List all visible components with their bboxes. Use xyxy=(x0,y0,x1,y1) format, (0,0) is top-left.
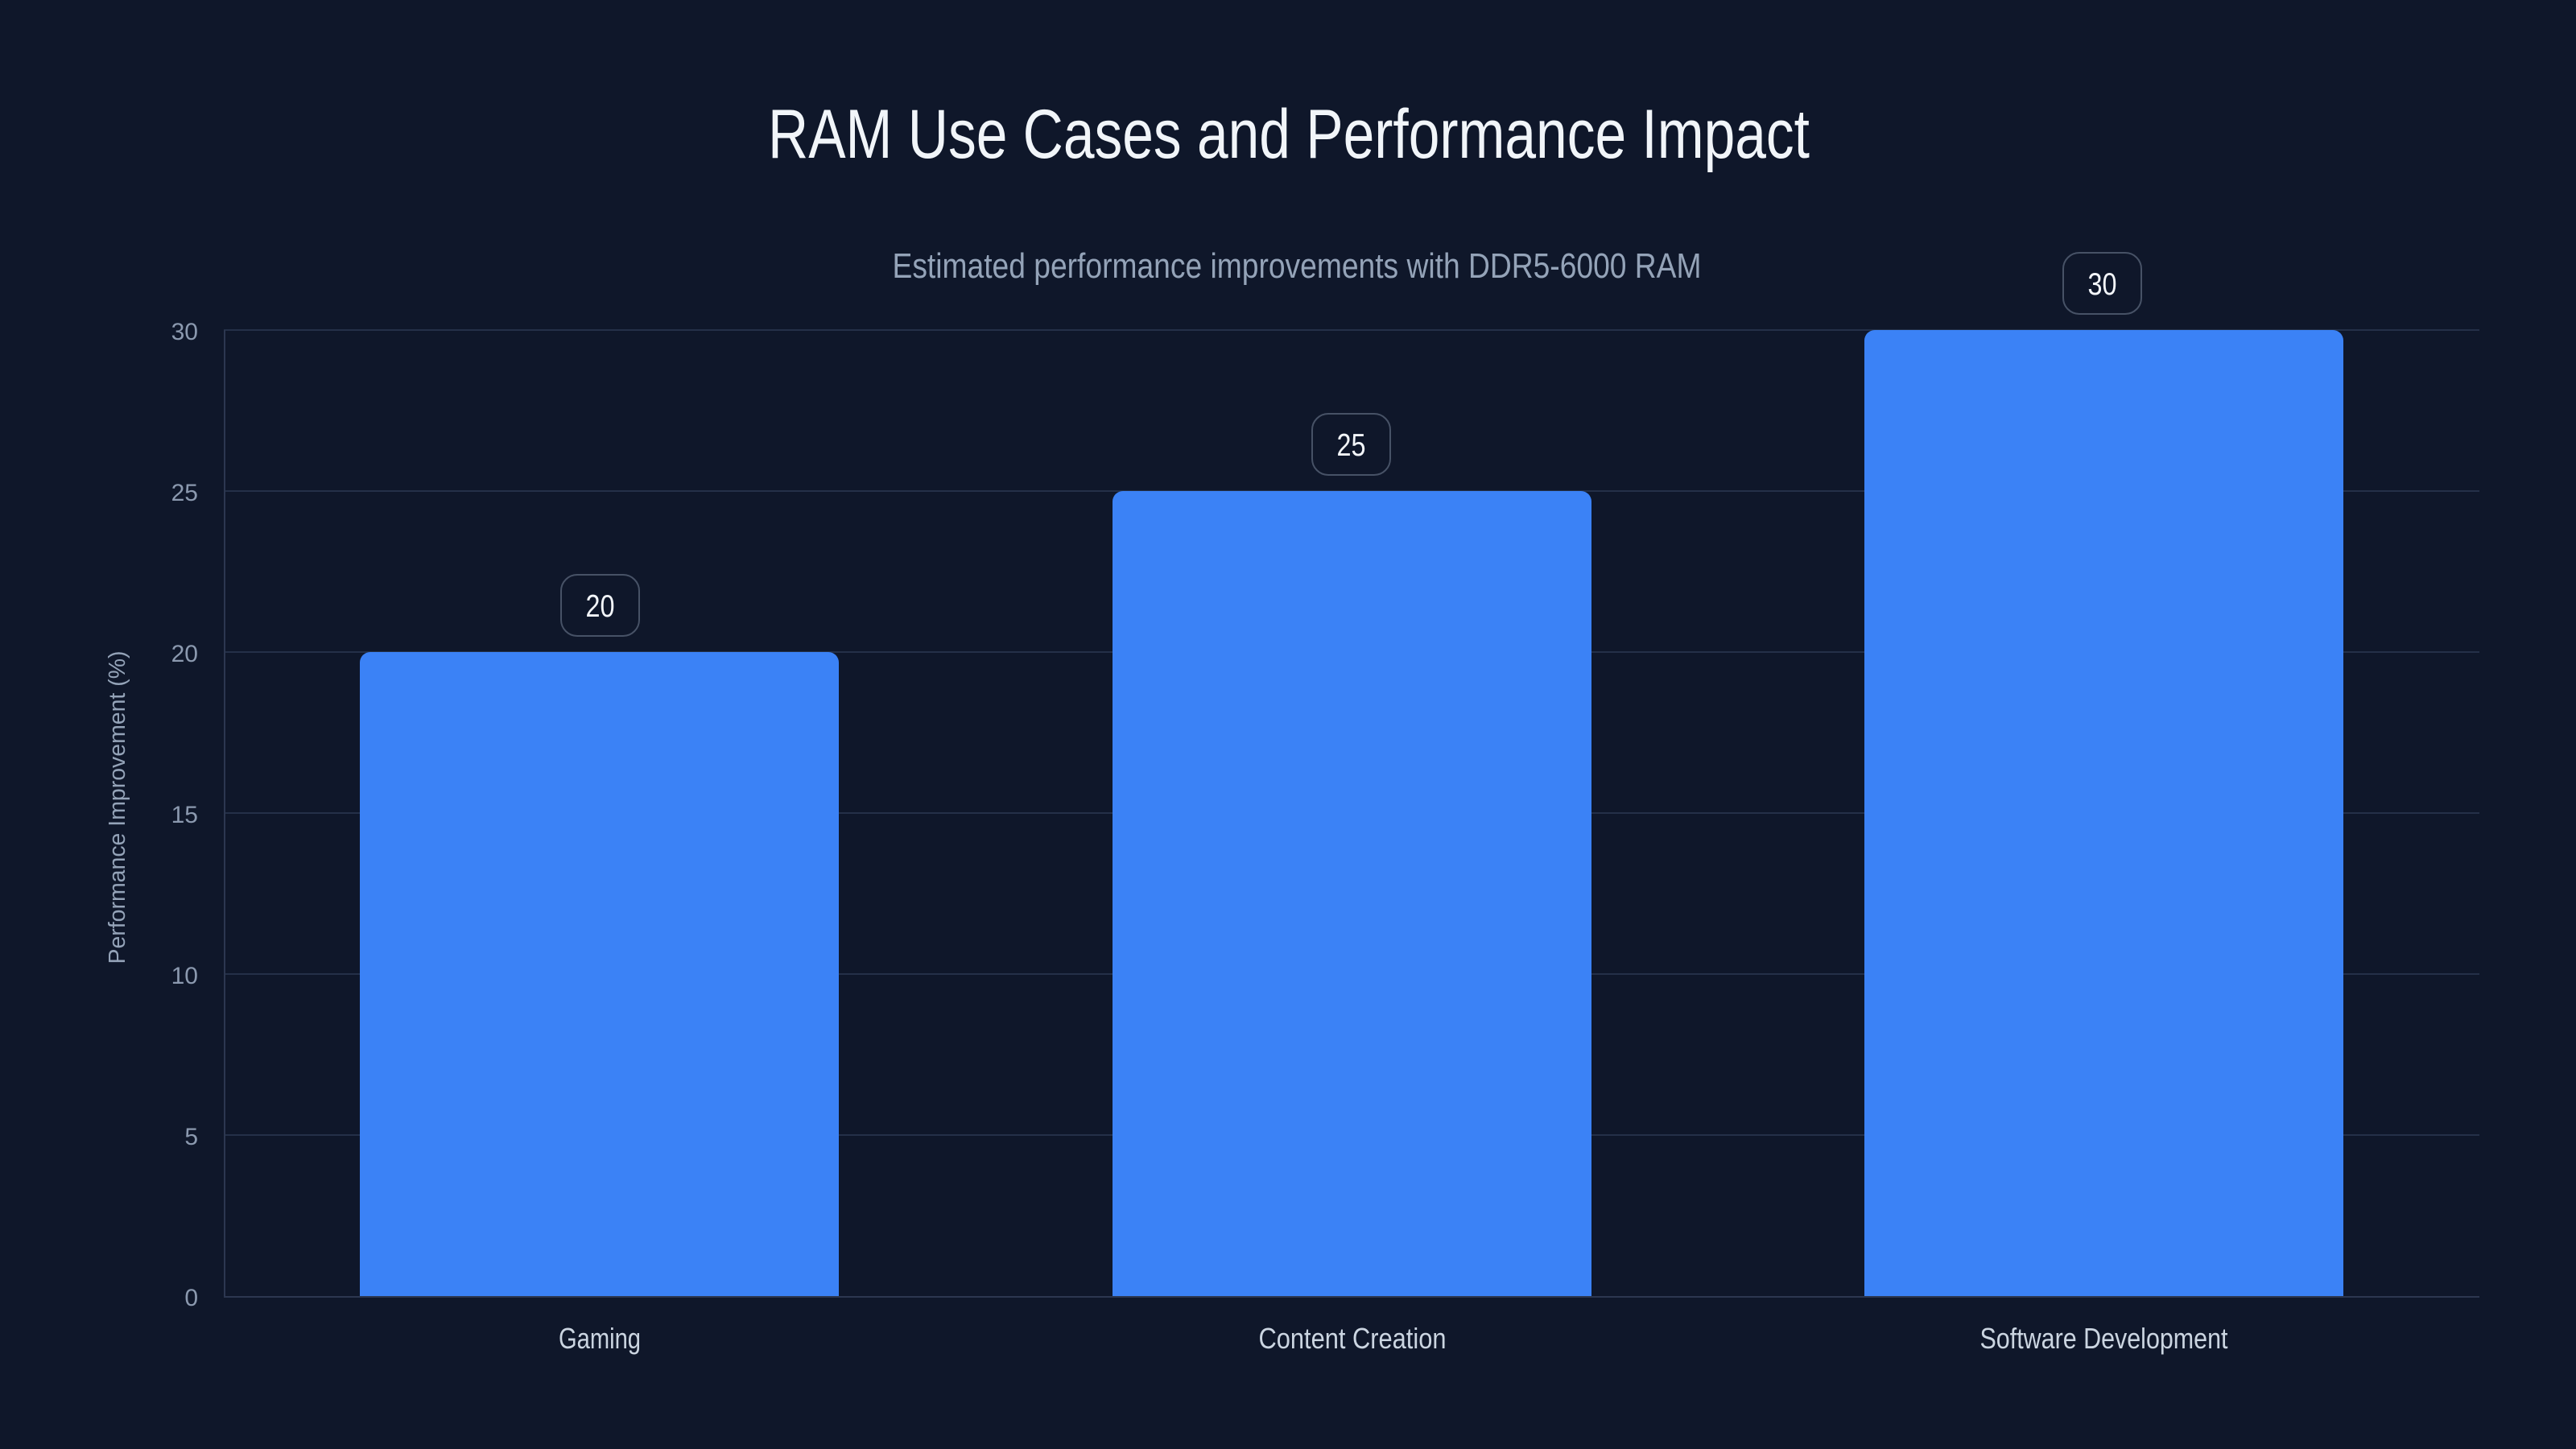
svg-text:RAM Use Cases and Performance: RAM Use Cases and Performance Impact xyxy=(768,96,1810,173)
svg-text:Performance Improvement (%): Performance Improvement (%) xyxy=(105,651,130,964)
svg-text:15: 15 xyxy=(171,802,198,828)
svg-text:20: 20 xyxy=(171,641,198,667)
svg-text:Gaming: Gaming xyxy=(559,1322,641,1355)
svg-text:25: 25 xyxy=(171,480,198,506)
svg-text:30: 30 xyxy=(2088,267,2117,302)
svg-text:30: 30 xyxy=(171,319,198,345)
svg-text:10: 10 xyxy=(171,963,198,989)
svg-text:Content Creation: Content Creation xyxy=(1259,1322,1447,1355)
svg-text:25: 25 xyxy=(1337,428,1366,463)
svg-text:5: 5 xyxy=(184,1124,198,1150)
svg-text:20: 20 xyxy=(586,589,615,624)
svg-text:0: 0 xyxy=(184,1285,198,1311)
svg-text:Software Development: Software Development xyxy=(1980,1322,2228,1355)
svg-text:Estimated performance improvem: Estimated performance improvements with … xyxy=(893,246,1702,286)
